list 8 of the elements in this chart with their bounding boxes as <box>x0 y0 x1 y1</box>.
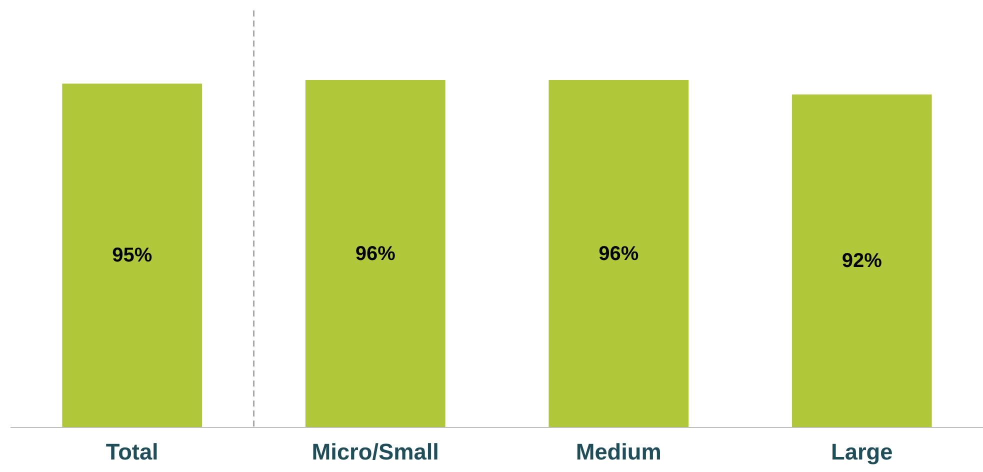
x-tick-label: Large <box>831 438 893 464</box>
data-label: 96% <box>355 242 396 265</box>
data-label: 96% <box>598 242 639 265</box>
data-label: 92% <box>842 250 882 272</box>
data-label: 95% <box>112 244 152 267</box>
x-tick-label: Micro/Small <box>312 438 439 464</box>
x-tick-label: Total <box>106 438 158 464</box>
x-tick-label: Medium <box>576 438 662 464</box>
